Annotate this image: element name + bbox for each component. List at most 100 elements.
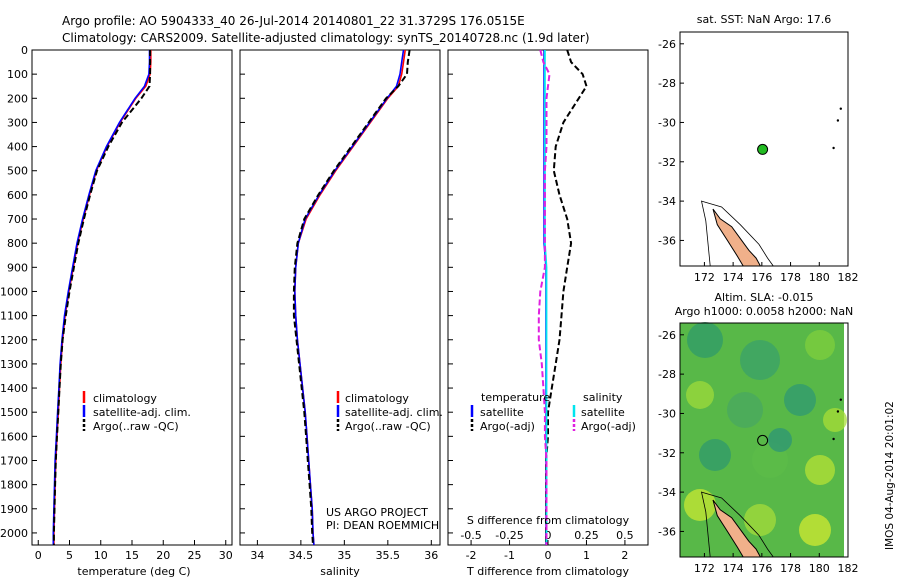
legend-label-sal-argo: Argo(-adj) — [581, 420, 636, 433]
s-tick-label: -0.25 — [495, 529, 523, 542]
sla-field-patch — [768, 428, 792, 452]
depth-tick-label: 1400 — [0, 382, 28, 395]
sla-field-patch — [686, 381, 714, 409]
legend-label-argo: Argo(..raw -QC) — [345, 420, 431, 433]
depth-tick-label: 400 — [7, 141, 28, 154]
sla-field-patch — [687, 322, 723, 358]
depth-tick-label: 1500 — [0, 406, 28, 419]
x-tick-label: 0 — [35, 549, 42, 562]
depth-axis: 0 100 200 300 400 500 600 700 800 900 1000 1100 1200… — [0, 44, 453, 540]
bathymetry-contour — [700, 200, 775, 267]
sla-field-patch — [805, 330, 835, 360]
series-line-temperature-argo--adj- — [545, 49, 588, 545]
x-tick-label: -2 — [466, 549, 477, 562]
map-y-tick-label: -34 — [658, 195, 676, 208]
depth-tick-label: 1900 — [0, 503, 28, 516]
series-line-climatology — [293, 49, 406, 546]
sla-map-title-1: Altim. SLA: -0.015 — [714, 291, 813, 304]
difference-plot: -2 -1 0 1 2 -0.5 -0.25 0 0.25 0.5 — [460, 49, 634, 562]
depth-tick-label: 1700 — [0, 454, 28, 467]
map-x-tick-label: 182 — [838, 271, 859, 284]
salinity-plot: 34 34.5 35 35.5 36 — [250, 49, 438, 562]
title-line-2: Climatology: CARS2009. Satellite-adjuste… — [62, 31, 590, 45]
sla-field-patch — [823, 408, 847, 432]
depth-tick-label: 1800 — [0, 479, 28, 492]
map-y-tick-label: -32 — [658, 156, 676, 169]
map-y-tick-label: -34 — [658, 486, 676, 499]
map-x-tick-label: 172 — [694, 271, 715, 284]
island-marker — [836, 119, 840, 122]
sla-field-patch — [740, 340, 780, 380]
x-tick-label: -1 — [504, 549, 515, 562]
depth-tick-label: 700 — [7, 213, 28, 226]
sla-field-patch — [699, 439, 731, 471]
x-tick-label: 0 — [545, 549, 552, 562]
project-name: US ARGO PROJECT — [326, 506, 428, 519]
salinity-legend: climatology satellite-adj. clim. Argo(..… — [336, 391, 443, 433]
sla-map-title-2: Argo h1000: 0.0058 h2000: NaN — [675, 305, 854, 318]
x-tick-label: 30 — [219, 549, 233, 562]
legend-label-temp-satellite: satellite — [480, 406, 524, 419]
map-x-tick-label: 180 — [809, 271, 830, 284]
salinity-axis-label: salinity — [320, 565, 360, 578]
map-x-tick-label: 174 — [723, 271, 744, 284]
sst-map-title: sat. SST: NaN Argo: 17.6 — [697, 13, 831, 26]
map-x-tick-label: 176 — [751, 562, 772, 575]
sla-field-patch — [744, 504, 776, 536]
depth-tick-label: 2000 — [0, 527, 28, 540]
x-tick-label: 5 — [66, 549, 73, 562]
series-line-salinity-argo--adj- — [537, 49, 551, 545]
map-y-tick-label: -30 — [658, 407, 676, 420]
x-tick-label: 25 — [188, 549, 202, 562]
depth-tick-label: 1300 — [0, 358, 28, 371]
x-tick-label: 15 — [125, 549, 139, 562]
x-tick-label: 36 — [424, 549, 438, 562]
land-new-zealand — [712, 208, 762, 267]
map-y-tick-label: -32 — [658, 447, 676, 460]
temperature-legend: climatology satellite-adj. clim. Argo(..… — [82, 391, 191, 433]
island-marker — [832, 146, 835, 150]
series-line-argo---raw--qc- — [52, 50, 152, 545]
argo-float-marker — [757, 434, 769, 446]
island-marker — [836, 410, 840, 413]
depth-tick-label: 0 — [21, 44, 28, 57]
sla-map-frame — [679, 322, 849, 558]
map-y-tick-label: -26 — [658, 329, 676, 342]
depth-tick-label: 100 — [7, 68, 28, 81]
t-difference-axis-label: T difference from climatology — [466, 565, 629, 578]
sla-field-patch — [684, 489, 716, 521]
series-line-satellite-adj--clim- — [293, 49, 405, 546]
difference-panel-frame — [447, 49, 649, 546]
map-y-tick-label: -26 — [658, 38, 676, 51]
map-y-tick-label: -28 — [658, 77, 676, 90]
map-x-tick-label: 174 — [723, 562, 744, 575]
legend-label-satellite: satellite-adj. clim. — [345, 406, 443, 419]
s-difference-axis-label: S difference from climatology — [467, 514, 630, 527]
legend-label-satellite: satellite-adj. clim. — [93, 406, 191, 419]
s-tick-label: 0.25 — [574, 529, 599, 542]
legend-header-salinity: salinity — [583, 391, 623, 404]
imos-credit: IMOS 04-Aug-2014 20:01:02 — [884, 401, 896, 550]
sla-field-patch — [727, 392, 763, 428]
x-tick-label: 10 — [94, 549, 108, 562]
depth-tick-label: 900 — [7, 261, 28, 274]
x-tick-label: 35.5 — [376, 549, 401, 562]
salinity-panel-frame — [239, 49, 441, 546]
title-line-1: Argo profile: AO 5904333_40 26-Jul-2014 … — [62, 14, 525, 28]
legend-label-climatology: climatology — [345, 392, 409, 405]
map-x-tick-label: 178 — [780, 271, 801, 284]
x-tick-label: 34.5 — [289, 549, 314, 562]
difference-legend: temperature salinity satellite Argo(-adj… — [470, 391, 636, 433]
map-y-tick-label: -28 — [658, 368, 676, 381]
legend-label-temp-argo: Argo(-adj) — [480, 420, 535, 433]
depth-tick-label: 500 — [7, 165, 28, 178]
sla-field-patch — [805, 455, 835, 485]
depth-tick-label: 200 — [7, 92, 28, 105]
project-pi: PI: DEAN ROEMMICH — [326, 519, 439, 532]
s-tick-label: 0.5 — [616, 529, 634, 542]
sst-map: 172 174 176 178 180 182 -26 -28 -30 -32 -34 -36 — [658, 38, 858, 284]
bathymetry-contour — [700, 491, 775, 558]
sla-field-patch — [784, 384, 816, 416]
x-tick-label: 34 — [250, 549, 264, 562]
